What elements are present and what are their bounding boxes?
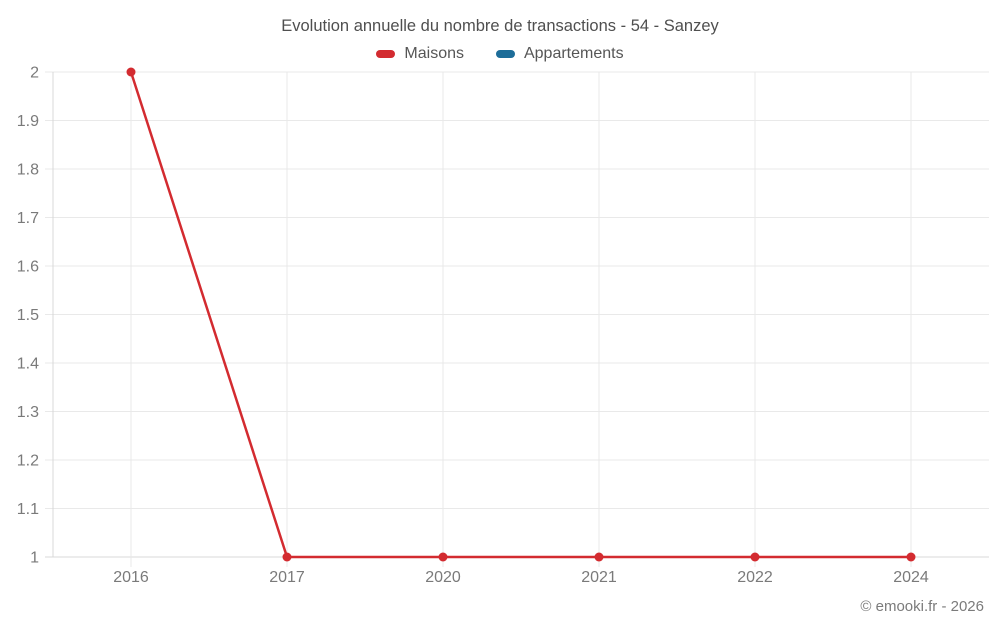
y-tick-label: 1.4 (17, 356, 39, 373)
y-tick-label: 1 (30, 550, 39, 567)
legend-item-maisons[interactable]: Maisons (376, 45, 464, 63)
y-tick-label: 2 (30, 65, 39, 82)
x-tick-label: 2021 (581, 569, 617, 586)
y-tick-label: 1.2 (17, 453, 39, 470)
chart-legend: Maisons Appartements (0, 45, 1000, 63)
data-point-maisons-2021[interactable] (594, 552, 604, 562)
y-tick-label: 1.5 (17, 307, 39, 324)
legend-item-appartements[interactable]: Appartements (495, 45, 624, 63)
y-tick-label: 1.1 (17, 501, 39, 518)
x-tick-label: 2020 (425, 569, 461, 586)
y-tick-label: 1.3 (17, 404, 39, 421)
legend-swatch-maisons-icon (376, 50, 396, 58)
data-point-maisons-2022[interactable] (750, 552, 760, 562)
data-point-maisons-2020[interactable] (438, 552, 448, 562)
chart-title: Evolution annuelle du nombre de transact… (281, 17, 719, 35)
y-tick-label: 1.6 (17, 259, 39, 276)
x-tick-label: 2022 (737, 569, 773, 586)
y-tick-label: 1.7 (17, 210, 39, 227)
legend-label-maisons: Maisons (404, 45, 464, 62)
data-point-maisons-2016[interactable] (126, 67, 136, 77)
y-tick-label: 1.9 (17, 113, 39, 130)
series-line-maisons (129, 70, 913, 559)
x-tick-label: 2017 (269, 569, 305, 586)
legend-swatch-appartements-icon (495, 50, 515, 58)
x-tick-label: 2024 (893, 569, 929, 586)
copyright: © emooki.fr - 2026 (860, 598, 984, 615)
data-point-maisons-2024[interactable] (906, 552, 916, 562)
x-tick-label: 2016 (113, 569, 149, 586)
legend-label-appartements: Appartements (523, 45, 624, 62)
data-point-maisons-2017[interactable] (282, 552, 292, 562)
y-tick-label: 1.8 (17, 162, 39, 179)
